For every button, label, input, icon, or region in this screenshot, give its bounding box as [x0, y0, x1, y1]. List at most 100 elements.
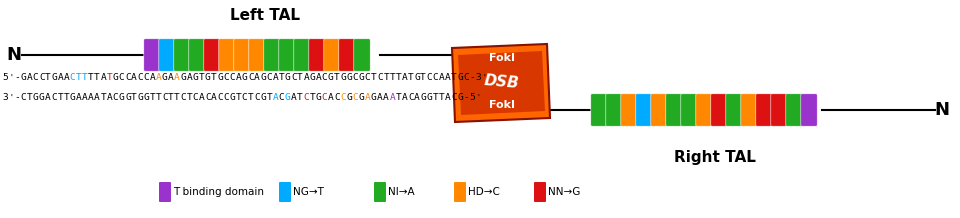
- Text: G: G: [33, 94, 38, 102]
- Text: C: C: [162, 94, 168, 102]
- Text: C: C: [217, 94, 223, 102]
- Text: G: G: [39, 94, 45, 102]
- Text: FokI: FokI: [489, 53, 515, 63]
- Text: C: C: [334, 94, 340, 102]
- Text: C: C: [303, 94, 309, 102]
- Text: G: G: [204, 73, 210, 82]
- Text: C: C: [224, 73, 229, 82]
- Text: A: A: [401, 94, 407, 102]
- Text: A: A: [328, 94, 334, 102]
- Text: G: G: [347, 94, 352, 102]
- Text: A: A: [76, 94, 82, 102]
- Text: T: T: [156, 94, 161, 102]
- Text: C: C: [426, 73, 432, 82]
- Text: A: A: [63, 73, 69, 82]
- Text: C: C: [322, 94, 327, 102]
- Text: A: A: [82, 94, 87, 102]
- Text: G: G: [112, 73, 118, 82]
- Text: G: G: [217, 73, 223, 82]
- Text: A: A: [254, 73, 260, 82]
- Text: T: T: [371, 73, 376, 82]
- Text: G: G: [229, 94, 235, 102]
- Text: T: T: [309, 94, 315, 102]
- FancyBboxPatch shape: [621, 94, 637, 126]
- FancyBboxPatch shape: [144, 39, 160, 71]
- Text: A: A: [211, 94, 217, 102]
- Text: G: G: [420, 94, 426, 102]
- Text: 3: 3: [475, 73, 481, 82]
- Text: G: G: [180, 73, 186, 82]
- Text: -: -: [469, 73, 475, 82]
- FancyBboxPatch shape: [651, 94, 667, 126]
- Text: NI→A: NI→A: [388, 187, 415, 197]
- Text: T: T: [383, 73, 389, 82]
- Text: 5: 5: [469, 94, 475, 102]
- Text: A: A: [236, 73, 242, 82]
- Text: C: C: [464, 73, 469, 82]
- Text: C: C: [291, 73, 297, 82]
- Text: A: A: [303, 73, 309, 82]
- Text: T: T: [420, 73, 426, 82]
- Text: G: G: [137, 94, 143, 102]
- Text: A: A: [132, 73, 137, 82]
- FancyBboxPatch shape: [681, 94, 697, 126]
- Text: T: T: [82, 73, 87, 82]
- Text: G: G: [285, 73, 291, 82]
- Text: T: T: [390, 73, 396, 82]
- Text: C: C: [112, 94, 118, 102]
- Text: G: G: [51, 73, 57, 82]
- Text: G: G: [20, 73, 26, 82]
- Text: G: G: [70, 94, 76, 102]
- Text: T: T: [168, 94, 174, 102]
- FancyBboxPatch shape: [786, 94, 803, 126]
- Text: G: G: [193, 73, 199, 82]
- FancyBboxPatch shape: [666, 94, 683, 126]
- Text: C: C: [143, 73, 149, 82]
- Text: T: T: [298, 94, 303, 102]
- Text: T: T: [186, 94, 192, 102]
- FancyBboxPatch shape: [324, 39, 340, 71]
- Text: T: T: [334, 73, 340, 82]
- Text: C: C: [51, 94, 57, 102]
- Text: G: G: [119, 94, 125, 102]
- Text: G: G: [359, 94, 365, 102]
- FancyBboxPatch shape: [696, 94, 712, 126]
- FancyBboxPatch shape: [189, 39, 205, 71]
- Text: C: C: [39, 73, 45, 82]
- Text: T: T: [298, 73, 303, 82]
- Polygon shape: [452, 44, 550, 122]
- Text: G: G: [143, 94, 149, 102]
- Text: A: A: [199, 94, 204, 102]
- FancyBboxPatch shape: [234, 39, 251, 71]
- FancyBboxPatch shape: [159, 182, 171, 202]
- FancyBboxPatch shape: [534, 182, 546, 202]
- Text: N: N: [934, 101, 949, 119]
- FancyBboxPatch shape: [278, 39, 296, 71]
- Text: -: -: [14, 73, 20, 82]
- Text: T: T: [396, 73, 401, 82]
- FancyBboxPatch shape: [174, 39, 190, 71]
- Text: G: G: [359, 73, 365, 82]
- Text: T: T: [174, 94, 180, 102]
- Text: G: G: [414, 73, 420, 82]
- Text: 5: 5: [2, 73, 8, 82]
- Text: C: C: [70, 73, 76, 82]
- Text: Т: Т: [88, 73, 94, 82]
- Text: A: A: [444, 94, 450, 102]
- Text: A: A: [27, 73, 33, 82]
- Text: C: C: [119, 73, 125, 82]
- Text: C: C: [248, 73, 253, 82]
- Text: C: C: [322, 73, 327, 82]
- Text: G: G: [371, 94, 376, 102]
- Text: T: T: [58, 94, 63, 102]
- Text: T: T: [278, 73, 284, 82]
- Text: A: A: [101, 73, 107, 82]
- FancyBboxPatch shape: [374, 182, 386, 202]
- Text: T: T: [199, 73, 204, 82]
- Text: T: T: [132, 94, 137, 102]
- Text: -: -: [464, 94, 469, 102]
- FancyBboxPatch shape: [756, 94, 772, 126]
- Text: T: T: [45, 73, 51, 82]
- Text: DSB: DSB: [484, 73, 520, 91]
- Text: A: A: [316, 73, 322, 82]
